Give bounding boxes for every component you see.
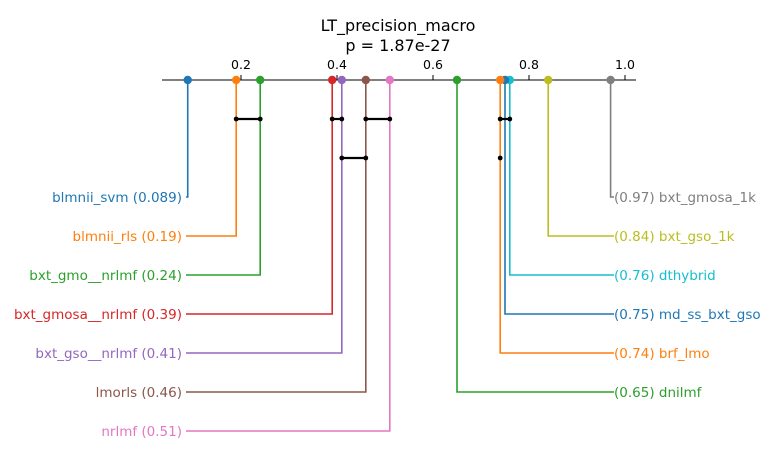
- method-label: (0.76) dthybrid: [614, 268, 716, 284]
- connector-line: [609, 80, 614, 198]
- method-label: bxt_gmo__nrlmf (0.24): [29, 268, 182, 284]
- method-label: (0.65) dnilmf: [614, 385, 703, 401]
- method-labels: blmnii_svm (0.089) blmnii_rls (0.19) bxt_g…: [14, 190, 761, 440]
- method-label: (0.74) brf_lmo: [614, 346, 710, 362]
- connector-line: [547, 80, 614, 237]
- tick-label: 0.8: [519, 57, 539, 72]
- method-point: [232, 75, 241, 85]
- method-label: (0.84) bxt_gso_1k: [614, 229, 735, 245]
- tick-label: 0.2: [231, 57, 251, 72]
- method-point: [544, 75, 553, 85]
- connector-line: [508, 80, 614, 276]
- chart-title: LT_precision_macro: [321, 16, 476, 36]
- method-label: (0.97) bxt_gmosa_1k: [614, 190, 756, 206]
- method-connectors: [186, 80, 614, 432]
- clique-end-dot: [339, 155, 345, 161]
- connector-line: [186, 80, 343, 354]
- clique-end-dot: [363, 155, 369, 161]
- method-label: bxt_gmosa__nrlmf (0.39): [14, 307, 182, 323]
- method-point: [452, 75, 462, 85]
- method-point: [496, 75, 505, 85]
- method-point: [361, 75, 370, 85]
- connector-line: [499, 80, 614, 354]
- clique-end-dot: [257, 116, 263, 122]
- clique-end-dot: [329, 116, 335, 122]
- method-label: nrlmf (0.51): [101, 424, 182, 440]
- tick-label: 0.6: [423, 57, 443, 72]
- connector-line: [186, 80, 189, 198]
- method-point: [256, 75, 265, 85]
- clique-bars: [233, 116, 513, 161]
- clique-end-dot: [233, 116, 239, 122]
- method-point: [328, 75, 337, 85]
- method-label: blmnii_rls (0.19): [73, 229, 183, 245]
- chart-subtitle: p = 1.87e-27: [345, 36, 450, 55]
- connector-line: [186, 80, 391, 432]
- method-label: blmnii_svm (0.089): [52, 190, 182, 206]
- axis-ticks: 0.2 0.4 0.6 0.8 1.0: [231, 57, 635, 80]
- connector-line: [186, 80, 334, 315]
- tick-label: 0.4: [327, 57, 347, 72]
- clique-end-dot: [363, 116, 369, 122]
- connector-line: [504, 80, 614, 315]
- connector-line: [186, 80, 262, 276]
- connector-line: [186, 80, 237, 237]
- method-label: (0.75) md_ss_bxt_gso: [614, 307, 761, 323]
- clique-end-dot: [497, 116, 503, 122]
- clique-end-dot: [387, 116, 393, 122]
- method-point: [337, 75, 346, 85]
- method-label: bxt_gso__nrlmf (0.41): [35, 346, 182, 362]
- clique-end-dot: [339, 116, 345, 122]
- clique-end-dot: [497, 155, 503, 161]
- method-point: [183, 75, 192, 85]
- connector-line: [456, 80, 614, 393]
- method-point: [385, 75, 394, 85]
- tick-label: 1.0: [615, 57, 635, 72]
- method-point: [606, 75, 615, 85]
- connector-line: [186, 80, 367, 393]
- method-label: lmorls (0.46): [96, 385, 182, 401]
- clique-end-dot: [507, 116, 513, 122]
- axis-points: [183, 75, 615, 85]
